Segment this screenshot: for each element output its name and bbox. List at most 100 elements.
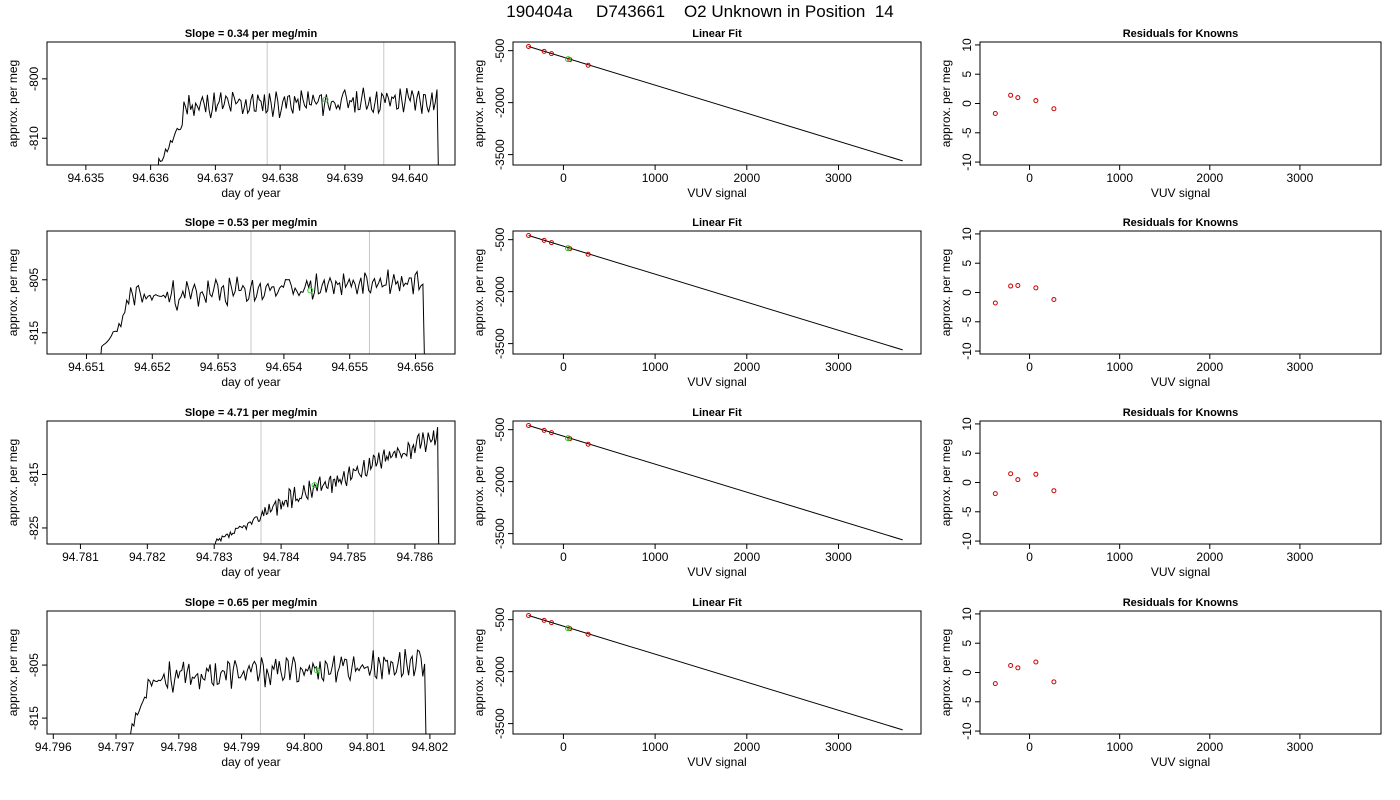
residual-point <box>1008 471 1014 477</box>
y-tick-label: -3500 <box>493 708 507 739</box>
x-axis-label: VUV signal <box>1151 565 1210 579</box>
unknown-marker <box>311 482 318 489</box>
unknown-point <box>565 435 572 442</box>
panel-title: Residuals for Knowns <box>1123 407 1239 419</box>
x-tick-label: 1000 <box>642 550 669 564</box>
panel-title: Linear Fit <box>692 407 742 419</box>
x-axis-label: VUV signal <box>687 565 746 579</box>
y-tick-label: 5 <box>960 260 974 267</box>
y-tick-label: -5 <box>960 696 974 707</box>
residual-point <box>1015 477 1021 483</box>
y-tick-label: -500 <box>493 227 507 251</box>
x-axis-label: VUV signal <box>1151 755 1210 769</box>
x-tick-label: 94.781 <box>62 550 99 564</box>
x-tick-label: 1000 <box>1106 740 1133 754</box>
fit-line <box>528 615 903 731</box>
plot-frame <box>46 230 456 355</box>
plot-frame <box>979 610 1382 735</box>
residual-point <box>1008 283 1014 289</box>
x-tick-label: 1000 <box>1106 550 1133 564</box>
residual-point <box>1008 92 1014 98</box>
x-tick-label: 3000 <box>1287 740 1314 754</box>
x-tick-label: 3000 <box>825 740 852 754</box>
unknown-point <box>565 245 572 252</box>
x-tick-label: 94.639 <box>327 171 364 185</box>
residual-point <box>992 681 998 687</box>
y-tick-label: 5 <box>960 71 974 78</box>
x-tick-label: 94.797 <box>98 740 135 754</box>
x-tick-label: 94.798 <box>160 740 197 754</box>
known-point <box>585 441 591 447</box>
x-axis-label: day of year <box>221 186 280 200</box>
x-tick-label: 0 <box>1026 171 1033 185</box>
plot-area <box>526 233 903 351</box>
row3-trace-panel: Slope = 4.71 per meg/min 94.781 94.782 94.7… <box>6 407 456 579</box>
known-point <box>549 51 555 57</box>
x-tick-label: 1000 <box>642 360 669 374</box>
row4-fit-panel: Linear Fit 0 1000 2000 3000 -500 -2000 -3500 VUV… <box>472 597 922 769</box>
x-tick-label: 2000 <box>1196 740 1223 754</box>
residual-point <box>1051 297 1057 303</box>
x-tick-label: 1000 <box>1106 360 1133 374</box>
residual-point <box>1015 282 1021 288</box>
x-tick-label: 3000 <box>1287 171 1314 185</box>
y-tick-label: -10 <box>960 153 974 171</box>
residual-point <box>1033 98 1039 104</box>
x-tick-label: 94.651 <box>68 360 105 374</box>
plot-frame <box>512 420 922 545</box>
row1-trace-panel: Slope = 0.34 per meg/min 94.635 94.636 94.6… <box>6 28 456 200</box>
y-axis-label: approx. per meg <box>6 249 20 336</box>
known-point <box>585 251 591 257</box>
known-point <box>549 430 555 436</box>
x-tick-label: 1000 <box>1106 171 1133 185</box>
y-tick-label: -3500 <box>493 139 507 170</box>
x-tick-label: 94.801 <box>349 740 386 754</box>
y-tick-label: 10 <box>960 607 974 621</box>
known-point <box>541 617 547 623</box>
panel-title: Slope = 0.53 per meg/min <box>185 217 318 229</box>
plot-frame <box>979 41 1382 166</box>
residual-point <box>1051 488 1057 494</box>
y-axis-label: approx. per meg <box>939 60 953 147</box>
plot-frame <box>979 420 1382 545</box>
x-tick-label: 94.786 <box>397 550 434 564</box>
plot-area <box>526 613 903 731</box>
x-tick-label: 2000 <box>1196 360 1223 374</box>
residual-point <box>1008 662 1014 668</box>
plot-area <box>992 471 1057 497</box>
plot-frame <box>512 41 922 166</box>
x-tick-label: 94.784 <box>263 550 300 564</box>
unknown-marker <box>322 96 329 103</box>
unknown-marker <box>307 287 314 294</box>
x-tick-label: 94.783 <box>196 550 233 564</box>
unknown-point <box>565 625 572 632</box>
x-tick-label: 3000 <box>825 360 852 374</box>
x-tick-label: 94.636 <box>132 171 169 185</box>
y-tick-label: -500 <box>493 607 507 631</box>
x-tick-label: 94.655 <box>331 360 368 374</box>
residual-point <box>1051 106 1057 112</box>
known-point <box>526 423 532 429</box>
y-tick-label: -2000 <box>493 466 507 497</box>
y-axis-label: approx. per meg <box>6 629 20 716</box>
y-tick-label: 5 <box>960 450 974 457</box>
y-axis-label: approx. per meg <box>939 439 953 526</box>
y-tick-label: -500 <box>493 417 507 441</box>
row2-resid-panel: Residuals for Knowns 0 1000 2000 3000 -10 -5 0 5… <box>939 217 1382 389</box>
x-tick-label: 2000 <box>1196 550 1223 564</box>
plot-area <box>992 92 1057 116</box>
residual-point <box>992 300 998 306</box>
x-tick-label: 0 <box>560 171 567 185</box>
y-axis-label: approx. per meg <box>472 439 486 526</box>
x-axis-label: day of year <box>221 755 280 769</box>
trace-line <box>130 648 427 734</box>
x-axis-label: day of year <box>221 375 280 389</box>
y-tick-label: -825 <box>27 516 41 540</box>
panel-title: Linear Fit <box>692 597 742 609</box>
plot-area <box>130 611 427 734</box>
y-tick-label: -815 <box>27 706 41 730</box>
residual-point <box>1033 471 1039 477</box>
y-axis-label: approx. per meg <box>472 60 486 147</box>
known-point <box>541 48 547 54</box>
y-tick-label: -810 <box>27 126 41 150</box>
